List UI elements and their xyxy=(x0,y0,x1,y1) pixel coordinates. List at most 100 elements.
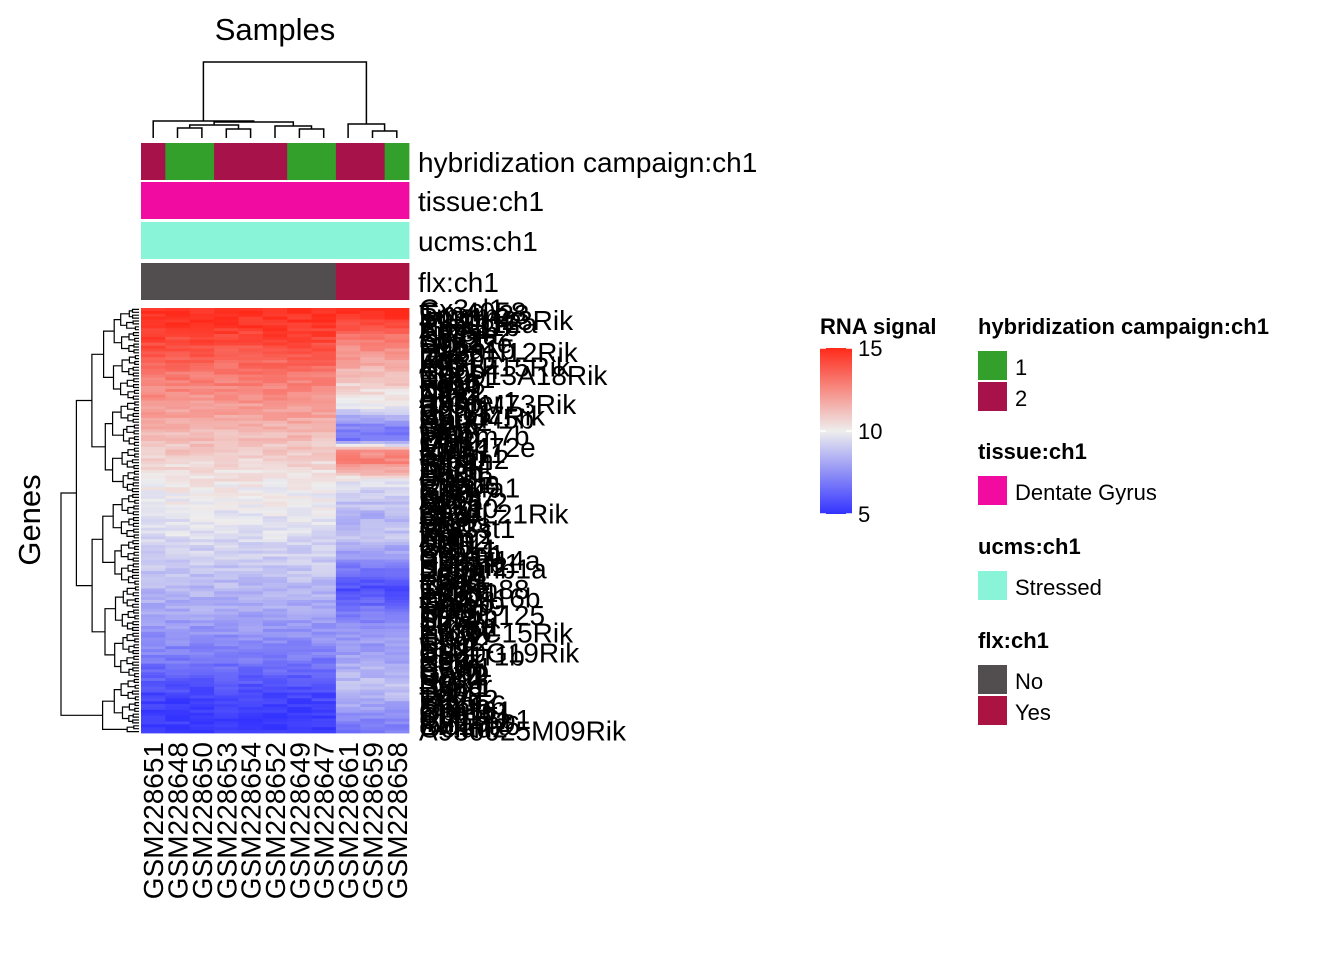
heatmap-cell xyxy=(141,542,166,546)
heatmap-cell xyxy=(165,467,191,471)
heatmap-cell xyxy=(287,640,312,644)
gene-label: Hhip xyxy=(419,623,477,654)
heatmap-cell xyxy=(141,414,166,419)
annotation-cell xyxy=(311,263,337,300)
dendrogram-branch xyxy=(132,621,139,626)
heatmap-cell xyxy=(311,368,337,372)
heatmap-cell xyxy=(141,513,166,517)
heatmap-cell xyxy=(287,391,312,396)
heatmap-cell xyxy=(214,657,239,662)
heatmap-cell xyxy=(238,678,264,682)
heatmap-cell xyxy=(189,388,215,393)
heatmap-cell xyxy=(189,377,215,381)
heatmap-cell xyxy=(141,519,166,523)
heatmap-cell xyxy=(189,516,215,520)
heatmap-cell xyxy=(335,504,361,508)
heatmap-cell xyxy=(384,458,410,462)
heatmap-cell xyxy=(311,319,337,323)
heatmap-cell xyxy=(384,510,410,514)
heatmap-cell xyxy=(238,495,264,500)
heatmap-cell xyxy=(360,672,386,676)
heatmap-cell xyxy=(360,521,386,526)
heatmap-cell xyxy=(141,640,166,644)
heatmap-cell xyxy=(311,498,337,503)
heatmap-cell xyxy=(141,308,166,312)
heatmap-cell xyxy=(335,628,361,633)
annotation-cell xyxy=(384,182,410,219)
heatmap-cell xyxy=(189,458,215,462)
heatmap-cell xyxy=(287,718,312,722)
dendrogram-branch xyxy=(132,314,139,319)
heatmap-cell xyxy=(238,530,264,534)
heatmap-cell xyxy=(141,628,166,633)
heatmap-cell xyxy=(360,626,386,630)
heatmap-cell xyxy=(384,319,410,323)
heatmap-cell xyxy=(238,626,264,630)
heatmap-cell xyxy=(189,568,215,572)
heatmap-cell xyxy=(311,585,337,589)
heatmap-cell xyxy=(189,663,215,667)
heatmap-cell xyxy=(238,706,264,711)
heatmap-cell xyxy=(238,640,264,644)
heatmap-cell xyxy=(214,495,239,500)
heatmap-cell xyxy=(238,446,264,451)
heatmap-cell xyxy=(311,423,337,427)
heatmap-cell xyxy=(141,608,166,612)
heatmap-cell xyxy=(311,490,337,494)
heatmap-cell xyxy=(238,698,264,702)
heatmap-cell xyxy=(384,429,410,433)
heatmap-cell xyxy=(165,718,191,722)
heatmap-cell xyxy=(384,550,410,555)
heatmap-cell xyxy=(238,669,264,673)
legend-label: Yes xyxy=(1015,700,1051,725)
heatmap-cell xyxy=(189,348,215,352)
heatmap-cell xyxy=(189,692,215,696)
heatmap-cell xyxy=(360,377,386,381)
heatmap-cell xyxy=(335,484,361,488)
heatmap-cell xyxy=(360,640,386,644)
gene-label: Plekhb1 xyxy=(419,548,520,579)
gene-label: Vgf xyxy=(419,395,461,426)
heatmap-cell xyxy=(141,498,166,503)
heatmap-cell xyxy=(311,626,337,630)
heatmap-cell xyxy=(189,412,215,416)
heatmap-cell xyxy=(165,469,191,474)
heatmap-cell xyxy=(262,519,288,523)
heatmap-cell xyxy=(287,617,312,621)
dendrogram-branch xyxy=(133,378,139,383)
heatmap-cell xyxy=(360,692,386,696)
heatmap-cell xyxy=(165,348,191,352)
heatmap-cell xyxy=(384,582,410,586)
gene-label: A930025M09Rik xyxy=(419,716,627,747)
heatmap-cell xyxy=(335,652,361,656)
heatmap-cell xyxy=(214,513,239,517)
heatmap-cell xyxy=(287,354,312,358)
heatmap-cell xyxy=(311,666,337,670)
heatmap-cell xyxy=(214,654,239,659)
heatmap-cell xyxy=(335,510,361,514)
heatmap-cell xyxy=(141,594,166,598)
heatmap-cell xyxy=(262,331,288,335)
heatmap-cell xyxy=(287,412,312,416)
heatmap-cell xyxy=(311,556,337,560)
gene-label: Calb1 xyxy=(419,652,492,683)
heatmap-cell xyxy=(360,495,386,500)
heatmap-cell xyxy=(262,626,288,630)
heatmap-cell xyxy=(335,608,361,612)
heatmap-cell xyxy=(189,591,215,595)
heatmap-cell xyxy=(262,660,288,665)
heatmap-cell xyxy=(262,542,288,546)
gene-label: Ptgds xyxy=(419,507,491,538)
dendrogram-branch xyxy=(133,505,139,510)
heatmap-cell xyxy=(214,362,239,367)
heatmap-cell xyxy=(165,556,191,560)
heatmap-cell xyxy=(141,576,166,581)
heatmap-cell xyxy=(141,660,166,665)
heatmap-cell xyxy=(287,409,312,413)
heatmap-cell xyxy=(384,695,410,699)
heatmap-cell xyxy=(141,409,166,413)
heatmap-cell xyxy=(141,582,166,586)
heatmap-cell xyxy=(335,464,361,468)
heatmap-cell xyxy=(311,689,337,693)
heatmap-cell xyxy=(287,550,312,555)
